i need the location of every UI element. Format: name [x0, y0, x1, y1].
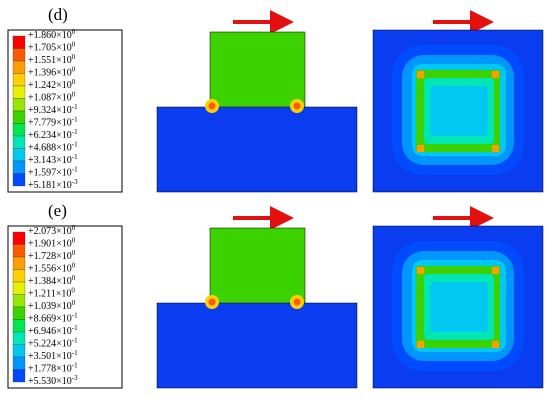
legend-swatch [12, 244, 26, 258]
legend-swatch [12, 73, 26, 87]
legend-box [7, 29, 123, 193]
legend-label: +1.705×100 [28, 40, 76, 54]
legend-label: +1.597×10-1 [28, 165, 78, 179]
legend-swatch [12, 60, 26, 74]
stress-spot [208, 102, 216, 110]
legend-label: +8.669×10-1 [28, 311, 78, 325]
legend-label: +1.087×100 [28, 90, 76, 104]
corner-spot [492, 145, 499, 152]
legend-swatch [12, 123, 26, 137]
stress-spot [293, 298, 301, 306]
legend-label: +1.778×10-1 [28, 361, 78, 375]
legend-swatch [12, 85, 26, 99]
legend-label: +1.901×100 [28, 236, 76, 250]
legend-label: +2.073×100 [28, 224, 76, 238]
legend-swatch [12, 356, 26, 370]
legend-label: +1.860×100 [28, 28, 76, 42]
legend-label: +1.039×100 [28, 299, 76, 313]
legend-label: +6.234×10-1 [28, 128, 78, 142]
block [209, 227, 306, 305]
legend-swatch [12, 110, 26, 124]
corner-spot [492, 267, 499, 274]
legend-swatch [12, 48, 26, 62]
corner-spot [417, 145, 424, 152]
legend-swatch [12, 369, 26, 383]
legend-label: +4.688×10-1 [28, 140, 78, 154]
legend-swatch [12, 160, 26, 174]
panel-label: (d) [48, 5, 68, 24]
legend-swatch [12, 281, 26, 295]
contour [430, 86, 488, 136]
legend-label: +1.551×100 [28, 53, 76, 67]
legend-swatch [12, 331, 26, 345]
legend-label: +1.384×100 [28, 274, 76, 288]
block [209, 31, 306, 109]
corner-spot [492, 71, 499, 78]
stress-spot [208, 298, 216, 306]
legend-label: +5.224×10-1 [28, 336, 78, 350]
legend-swatch [12, 256, 26, 270]
contour [430, 282, 488, 332]
legend-swatch [12, 35, 26, 49]
legend-label: +1.556×100 [28, 261, 76, 275]
legend-swatch [12, 294, 26, 308]
legend-label: +3.143×10-1 [28, 153, 78, 167]
legend-swatch [12, 173, 26, 187]
legend-swatch [12, 231, 26, 245]
legend-swatch [12, 269, 26, 283]
corner-spot [417, 267, 424, 274]
base [156, 106, 358, 193]
legend-label: +1.242×100 [28, 78, 76, 92]
corner-spot [417, 71, 424, 78]
corner-spot [417, 341, 424, 348]
legend-swatch [12, 319, 26, 333]
legend-label: +3.501×10-1 [28, 349, 78, 363]
panel-label: (e) [48, 201, 67, 220]
legend-label: +6.946×10-1 [28, 324, 78, 338]
legend-swatch [12, 344, 26, 358]
legend-label: +1.211×100 [28, 286, 75, 300]
legend-box [7, 225, 123, 389]
legend-swatch [12, 148, 26, 162]
legend-swatch [12, 135, 26, 149]
legend-label: +5.530×10-3 [28, 374, 78, 388]
legend-label: +1.396×100 [28, 65, 76, 79]
legend-label: +5.181×10-3 [28, 178, 78, 192]
corner-spot [492, 341, 499, 348]
legend-label: +1.728×100 [28, 249, 76, 263]
base [156, 302, 358, 389]
stress-spot [293, 102, 301, 110]
legend-swatch [12, 98, 26, 112]
legend-swatch [12, 306, 26, 320]
legend-label: +7.779×10-1 [28, 115, 78, 129]
legend-label: +9.324×10-1 [28, 103, 78, 117]
